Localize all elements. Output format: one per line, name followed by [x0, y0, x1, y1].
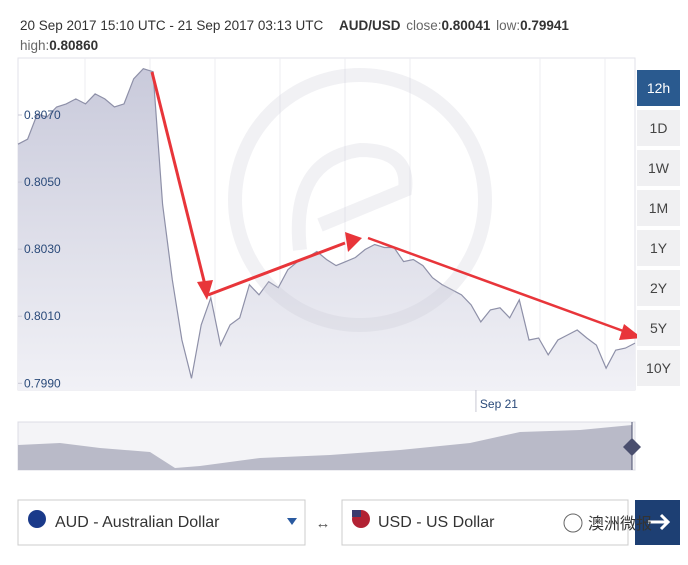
x-tick-label: Sep 21 [480, 397, 518, 411]
swap[interactable]: ↔ [316, 515, 331, 532]
period-button[interactable] [637, 190, 680, 226]
arrow-icon [648, 513, 671, 531]
stat-value: 0.80041 [442, 18, 491, 33]
period-label: 1D [650, 120, 668, 136]
stat-value: 0.80860 [49, 38, 98, 53]
period-label: 12h [647, 80, 670, 96]
period-button[interactable] [637, 70, 680, 106]
logo-watermark [228, 68, 492, 332]
y-tick-label: 0.7990 [24, 376, 61, 390]
annotation-arrows [150, 71, 642, 340]
plot: 0.7990 0.8010 0.8030 0.8050 0.8070 Sep 21 [17, 68, 636, 412]
period-label: 10Y [646, 360, 672, 376]
period-label: 2Y [650, 280, 668, 296]
stat-label: high: [20, 38, 49, 53]
area-fill [18, 68, 635, 390]
caret [287, 518, 297, 525]
y-tick-label: 0.8070 [24, 108, 61, 122]
period-button[interactable] [637, 310, 680, 346]
watermark: 澳洲微报 [588, 515, 652, 533]
from-select[interactable] [17, 499, 306, 546]
stat-label: close: [406, 18, 441, 33]
stat-label: low: [496, 18, 520, 33]
to-currency: USD - US Dollar [378, 514, 495, 531]
series-line [17, 68, 636, 379]
range: 20 Sep 2017 15:10 UTC - 21 Sep 2017 03:1… [20, 18, 323, 33]
y-tick-label: 0.8010 [24, 309, 61, 323]
flag-us [352, 510, 361, 517]
period-label: 1W [648, 160, 670, 176]
period-button[interactable] [637, 230, 680, 266]
period-button[interactable] [637, 270, 680, 306]
flag-au [28, 510, 46, 528]
navigator-handle[interactable] [623, 438, 641, 456]
period-button[interactable] [637, 110, 680, 146]
from-currency: AUD - Australian Dollar [55, 514, 220, 531]
period-button[interactable] [637, 350, 680, 386]
period-button[interactable] [637, 150, 680, 186]
period-label: 1M [649, 200, 668, 216]
period-label: 5Y [650, 320, 668, 336]
period-label: 1Y [650, 240, 668, 256]
y-tick-label: 0.8030 [24, 242, 61, 256]
stat-value: 0.79941 [520, 18, 569, 33]
header-line: 20 Sep 2017 15:10 UTC - 21 Sep 2017 03:1… [20, 18, 569, 33]
header-line: high:0.80860 [20, 38, 98, 53]
period-buttons: 12h 1D 1W 1M 1Y 2Y 5Y 10Y [637, 70, 680, 386]
y-tick-label: 0.8050 [24, 175, 61, 189]
pair: AUD/USD [339, 18, 401, 33]
wechat-icon [563, 513, 583, 533]
navigator-series [18, 425, 632, 470]
